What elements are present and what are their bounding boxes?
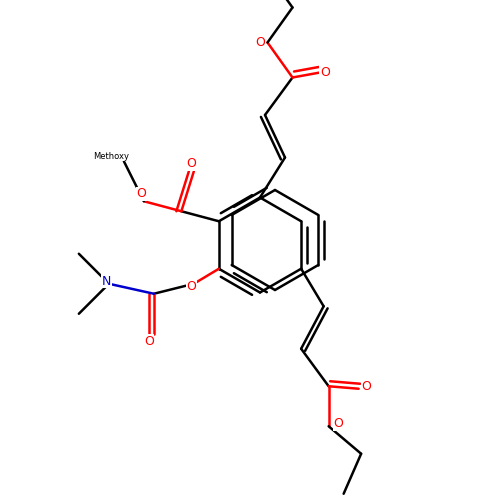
Text: O: O [186,157,196,170]
Text: O: O [361,380,371,393]
Text: O: O [144,335,154,348]
Text: O: O [136,187,146,200]
Text: O: O [320,66,330,79]
Text: O: O [334,417,344,430]
Text: N: N [102,275,111,288]
Text: Methoxy: Methoxy [94,152,130,161]
Text: O: O [255,36,265,49]
Text: O: O [186,280,196,292]
